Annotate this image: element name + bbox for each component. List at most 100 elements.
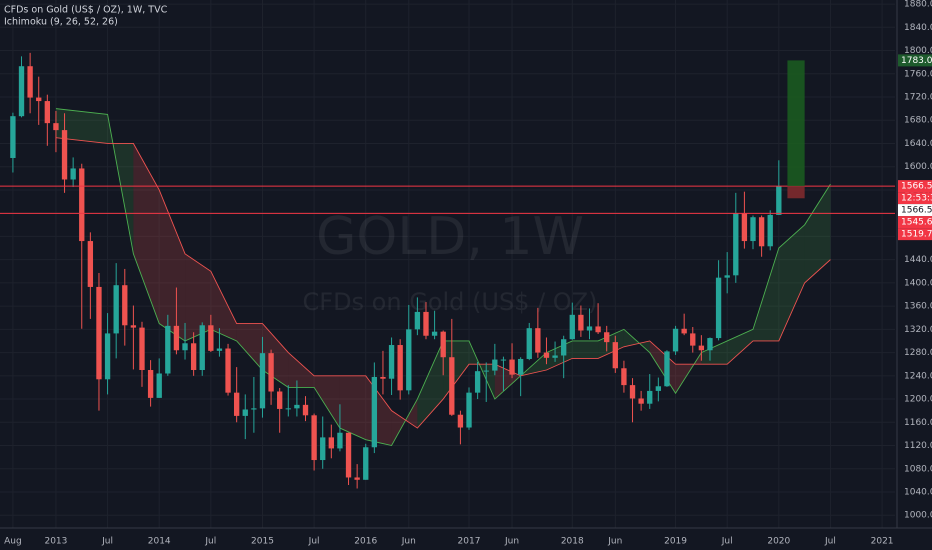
- y-tick-label: 1360.00: [904, 302, 932, 312]
- candle-body: [320, 437, 326, 461]
- cloud-fill: [701, 340, 728, 365]
- x-tick-label: 2013: [44, 537, 67, 547]
- candle-body: [406, 329, 412, 391]
- candle-body: [397, 345, 403, 391]
- cloud-fill: [778, 224, 805, 341]
- candle-body: [122, 285, 128, 326]
- candle-body: [337, 432, 343, 449]
- x-tick-label: 2018: [561, 537, 584, 547]
- candle-body: [543, 352, 550, 358]
- price-label-box: [898, 180, 932, 193]
- position-profit: [787, 60, 805, 187]
- candle-body: [87, 241, 94, 287]
- y-tick-label: 1120.00: [904, 441, 932, 451]
- candle-body: [698, 345, 705, 351]
- candle-body: [190, 343, 197, 371]
- candle-body: [655, 386, 662, 391]
- price-label-box: [898, 54, 932, 67]
- grid: [0, 0, 895, 528]
- candle-body: [621, 368, 627, 386]
- y-tick-label: 1400.00: [904, 278, 932, 288]
- candle-body: [27, 66, 33, 98]
- y-tick-label: 1640.00: [904, 139, 932, 149]
- cloud-fill: [185, 253, 211, 341]
- watermark-subtitle: CFDs on Gold (US$ / OZ): [303, 288, 598, 316]
- candle-body: [173, 325, 180, 351]
- candle-body: [690, 333, 696, 346]
- candle-body: [492, 359, 498, 371]
- candle-body: [767, 214, 773, 247]
- price-label: 1545.64: [901, 218, 932, 228]
- countdown-box: [898, 192, 932, 205]
- candle-body: [354, 477, 360, 480]
- candle-body: [61, 130, 68, 180]
- y-tick-label: 1600.00: [904, 162, 932, 172]
- cloud-fill: [494, 364, 521, 400]
- y-tick-label: 1720.00: [904, 93, 932, 103]
- y-tick-label: 1440.00: [904, 255, 932, 265]
- x-tick-label: Jul: [101, 537, 113, 547]
- candle-body: [371, 376, 378, 448]
- candle-body: [79, 168, 85, 242]
- candle-body: [776, 186, 782, 215]
- candle-body: [380, 376, 386, 379]
- candle-body: [165, 325, 171, 374]
- cloud-fill: [417, 340, 444, 429]
- candle-body: [208, 325, 214, 351]
- x-tick-label: Jun: [607, 537, 622, 547]
- y-tick-label: 1800.00: [904, 46, 932, 56]
- candle-body: [96, 286, 102, 380]
- candle-body: [604, 332, 610, 343]
- candle-body: [147, 370, 154, 398]
- candle-body: [569, 314, 575, 340]
- candle-body: [182, 343, 188, 351]
- y-tick-label: 1080.00: [904, 464, 932, 474]
- candle-body: [268, 353, 274, 392]
- candle-body: [199, 325, 205, 371]
- candle-body: [216, 348, 223, 351]
- x-tick-label: 2015: [251, 537, 274, 547]
- candle-body: [242, 409, 248, 416]
- candle-body: [104, 333, 111, 380]
- candle-body: [277, 391, 283, 409]
- candle-body: [750, 217, 756, 242]
- candle-body: [474, 371, 481, 393]
- x-tick-label: Jul: [824, 537, 836, 547]
- cloud-fill: [572, 340, 599, 359]
- candle-body: [612, 342, 618, 369]
- x-tick-label: Jul: [308, 537, 320, 547]
- candle-body: [638, 398, 644, 404]
- watermark: GOLD, 1W: [316, 207, 584, 267]
- candle-body: [500, 359, 507, 361]
- candle-body: [535, 328, 541, 353]
- plot: [0, 52, 895, 489]
- y-tick-label: 1200.00: [904, 395, 932, 405]
- cloud-fill: [55, 108, 108, 144]
- y-tick-label: 1040.00: [904, 487, 932, 497]
- cloud-fill: [804, 184, 831, 283]
- y-tick-label: 1320.00: [904, 325, 932, 335]
- price-label-box: [898, 204, 932, 217]
- cloud-fill: [339, 375, 366, 440]
- candle-body: [629, 385, 636, 399]
- cloud-fill: [598, 329, 624, 359]
- candle-body: [156, 373, 162, 398]
- candle-body: [423, 311, 429, 336]
- x-tick-label: Jul: [721, 537, 733, 547]
- price-label-box: [898, 228, 932, 241]
- price-label: 1566.56: [901, 182, 932, 192]
- candle-body: [741, 213, 748, 242]
- candle-body: [526, 328, 532, 359]
- cloud-fill: [210, 271, 237, 341]
- x-tick-label: 2017: [458, 537, 481, 547]
- candle-body: [328, 437, 334, 449]
- candle-body: [466, 392, 472, 428]
- candle-body: [681, 328, 687, 334]
- candle-body: [311, 415, 317, 461]
- x-tick-label: 2016: [354, 537, 377, 547]
- cloud-fill: [753, 248, 779, 341]
- cloud-fill: [133, 143, 160, 324]
- candle-body: [363, 447, 369, 480]
